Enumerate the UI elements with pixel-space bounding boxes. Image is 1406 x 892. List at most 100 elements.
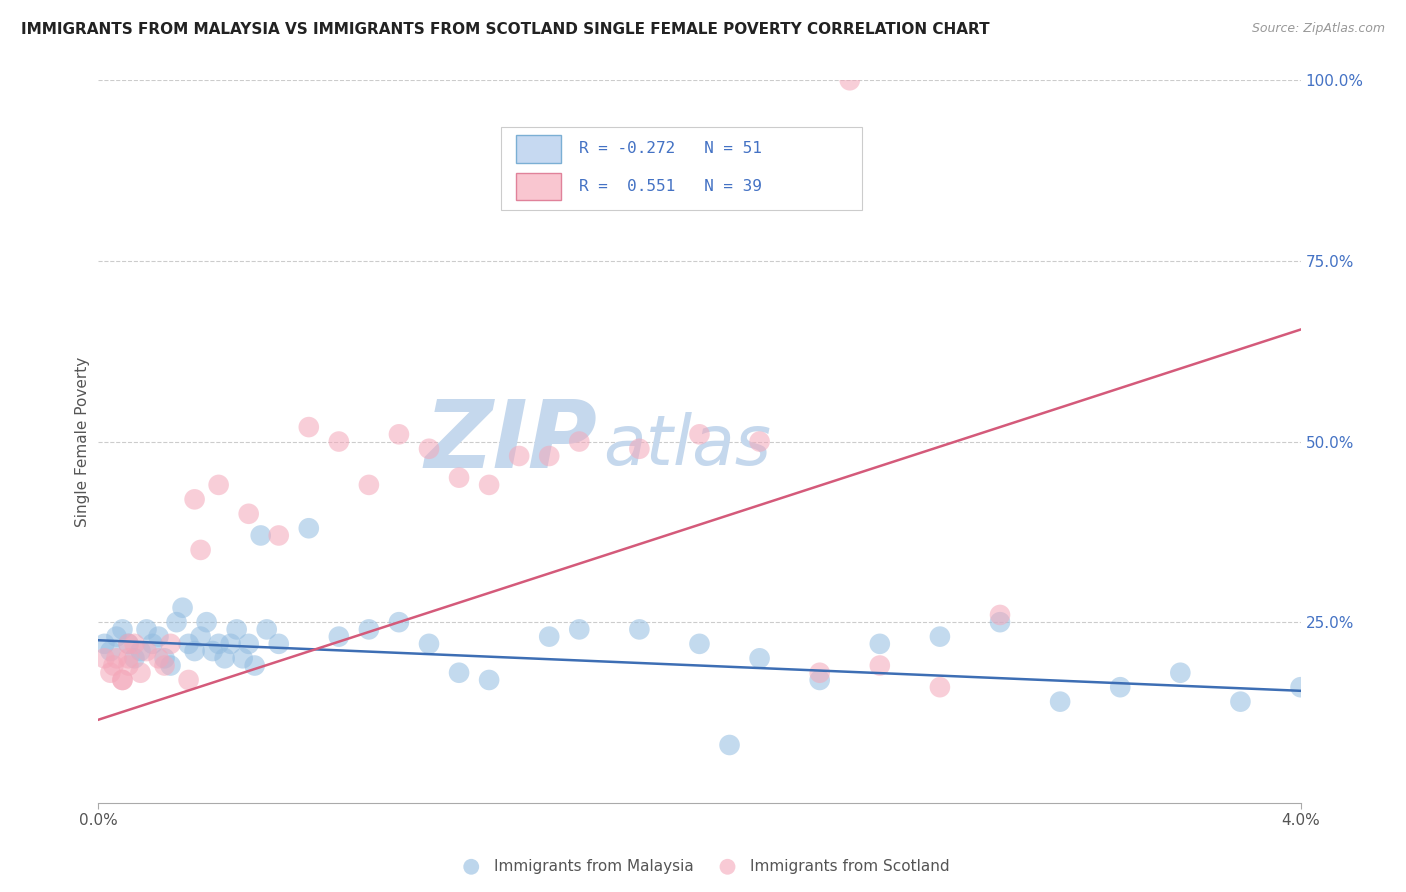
Point: [135, 623, 157, 637]
Point: [124, 637, 146, 651]
Y-axis label: Single Female Poverty: Single Female Poverty: [75, 357, 90, 526]
Point: [103, 658, 125, 673]
FancyBboxPatch shape: [516, 136, 561, 162]
Point: [357, 478, 380, 492]
Point: [928, 630, 950, 644]
Text: Source: ZipAtlas.com: Source: ZipAtlas.com: [1251, 22, 1385, 36]
Point: [219, 637, 242, 651]
Point: [298, 420, 321, 434]
Point: [117, 637, 139, 651]
Point: [111, 673, 134, 687]
Point: [689, 427, 711, 442]
Point: [538, 449, 561, 463]
Point: [328, 630, 350, 644]
Text: ZIP: ZIP: [425, 395, 598, 488]
Point: [988, 607, 1011, 622]
Point: [117, 658, 139, 673]
Point: [478, 673, 501, 687]
Point: [249, 528, 271, 542]
Text: R =  0.551   N = 39: R = 0.551 N = 39: [579, 179, 762, 194]
Point: [177, 673, 200, 687]
Point: [447, 665, 470, 680]
Point: [117, 651, 139, 665]
Point: [111, 673, 134, 687]
Point: [447, 471, 470, 485]
Point: [1109, 680, 1132, 694]
Point: [117, 637, 139, 651]
Point: [172, 600, 194, 615]
Point: [208, 478, 231, 492]
Point: [478, 478, 501, 492]
Point: [748, 651, 770, 665]
Point: [1289, 680, 1312, 694]
Point: [183, 644, 205, 658]
Point: [153, 651, 176, 665]
Point: [201, 644, 224, 658]
Point: [153, 658, 176, 673]
Point: [135, 644, 157, 658]
Point: [689, 637, 711, 651]
Point: [195, 615, 218, 630]
Point: [256, 623, 278, 637]
Point: [508, 449, 530, 463]
Point: [808, 665, 831, 680]
Point: [214, 651, 236, 665]
Point: [232, 651, 254, 665]
Point: [628, 623, 651, 637]
Point: [418, 637, 440, 651]
Point: [869, 658, 891, 673]
Point: [105, 651, 128, 665]
Point: [93, 651, 115, 665]
Point: [267, 637, 290, 651]
Point: [208, 637, 231, 651]
Point: [148, 630, 170, 644]
Point: [748, 434, 770, 449]
Point: [1229, 695, 1251, 709]
Point: [141, 637, 163, 651]
Point: [388, 427, 411, 442]
Point: [190, 542, 212, 557]
Point: [111, 623, 134, 637]
Point: [628, 442, 651, 456]
Point: [124, 651, 146, 665]
Point: [238, 507, 260, 521]
FancyBboxPatch shape: [501, 128, 862, 211]
Point: [869, 637, 891, 651]
Point: [129, 644, 152, 658]
Point: [159, 637, 181, 651]
Point: [238, 637, 260, 651]
Point: [718, 738, 741, 752]
FancyBboxPatch shape: [516, 173, 561, 200]
Point: [1168, 665, 1191, 680]
Text: IMMIGRANTS FROM MALAYSIA VS IMMIGRANTS FROM SCOTLAND SINGLE FEMALE POVERTY CORRE: IMMIGRANTS FROM MALAYSIA VS IMMIGRANTS F…: [21, 22, 990, 37]
Point: [328, 434, 350, 449]
Point: [166, 615, 188, 630]
Point: [538, 630, 561, 644]
Text: R = -0.272   N = 51: R = -0.272 N = 51: [579, 142, 762, 156]
Point: [159, 658, 181, 673]
Point: [183, 492, 205, 507]
Point: [388, 615, 411, 630]
Point: [243, 658, 266, 673]
Point: [100, 665, 122, 680]
Point: [418, 442, 440, 456]
Point: [298, 521, 321, 535]
Point: [177, 637, 200, 651]
Point: [148, 651, 170, 665]
Point: [808, 673, 831, 687]
Point: [100, 644, 122, 658]
Point: [129, 665, 152, 680]
Point: [568, 623, 591, 637]
Point: [105, 630, 128, 644]
Point: [93, 637, 115, 651]
Point: [267, 528, 290, 542]
Point: [928, 680, 950, 694]
Text: atlas: atlas: [603, 411, 772, 479]
Point: [190, 630, 212, 644]
Point: [357, 623, 380, 637]
Point: [225, 623, 247, 637]
Point: [838, 73, 860, 87]
Point: [988, 615, 1011, 630]
Point: [568, 434, 591, 449]
Point: [1049, 695, 1071, 709]
